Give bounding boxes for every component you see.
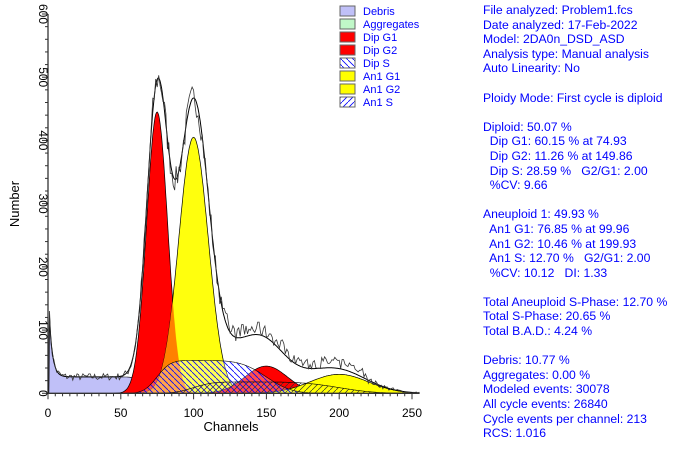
an1-g1-area <box>48 136 420 394</box>
analysis-summary: File analyzed: Problem1.fcs Date analyzed… <box>483 3 667 441</box>
summary-line: Analysis type: Manual analysis <box>483 46 649 61</box>
legend-swatch <box>339 83 356 95</box>
legend-label: Debris <box>363 6 395 18</box>
legend-label: Aggregates <box>363 19 420 31</box>
summary-line: An1 G2: 10.46 % at 199.93 <box>483 236 637 251</box>
y-tick-label: 300 <box>36 194 50 214</box>
legend-label: An1 S <box>363 97 393 109</box>
summary-line: Modeled events: 30078 <box>483 382 610 397</box>
summary-line: Aggregates: 0.00 % <box>483 367 591 382</box>
legend-swatch <box>339 31 356 43</box>
y-tick-label: 400 <box>36 130 50 150</box>
summary-line: Debris: 10.77 % <box>483 353 570 368</box>
y-tick-label: 0 <box>36 390 50 397</box>
summary-line: Total S-Phase: 20.65 % <box>483 309 611 324</box>
x-tick-label: 150 <box>256 406 276 420</box>
y-tick-label: 600 <box>36 4 50 24</box>
summary-line: %CV: 10.12 DI: 1.33 <box>483 265 608 280</box>
summary-line <box>483 280 667 295</box>
x-tick-label: 50 <box>114 406 128 420</box>
summary-line: %CV: 9.66 <box>483 178 548 193</box>
summary-line <box>483 105 667 120</box>
axes: 0 100 200 300 400 500 600 0 50 100 150 200 250 Channe… <box>7 4 422 434</box>
legend-label: An1 G1 <box>363 71 400 83</box>
x-tick-label: 200 <box>329 406 349 420</box>
summary-line <box>483 193 667 208</box>
legend-swatch <box>339 70 356 82</box>
legend-label: Dip G2 <box>363 45 397 57</box>
summary-line <box>483 339 667 354</box>
summary-line: Diploid: 50.07 % <box>483 119 572 134</box>
y-tick-label: 200 <box>36 257 50 277</box>
legend-swatch <box>339 44 356 56</box>
x-axis-label: Channels <box>204 419 259 434</box>
y-tick-label: 500 <box>36 67 50 87</box>
summary-line: Total Aneuploid S-Phase: 12.70 % <box>483 294 668 309</box>
summary-line: Auto Linearity: No <box>483 61 580 76</box>
legend-swatch <box>339 18 356 30</box>
summary-line: Dip G2: 11.26 % at 149.86 <box>483 148 633 163</box>
x-tick-label: 100 <box>184 406 204 420</box>
x-tick-label: 0 <box>45 406 52 420</box>
summary-line: An1 G1: 76.85 % at 99.96 <box>483 221 630 236</box>
summary-line: All cycle events: 26840 <box>483 397 608 412</box>
dip-g1-area <box>48 111 420 394</box>
model-components <box>47 75 420 394</box>
summary-line: Model: 2DA0n_DSD_ASD <box>483 32 625 47</box>
histogram-line <box>47 75 420 394</box>
summary-line: RCS: 1.016 <box>483 426 547 441</box>
summary-line: Cycle events per channel: 213 <box>483 411 647 426</box>
y-tick-label: 100 <box>36 320 50 340</box>
legend-swatch <box>339 57 356 69</box>
legend-label: Dip G1 <box>363 32 397 44</box>
legend-swatch <box>339 96 356 108</box>
y-axis-label: Number <box>7 180 22 227</box>
x-tick-label: 250 <box>402 406 422 420</box>
legend-label: Dip S <box>363 58 390 70</box>
summary-line <box>483 76 667 91</box>
summary-line: Date analyzed: 17-Feb-2022 <box>483 17 638 32</box>
summary-line: An1 S: 12.70 % G2/G1: 2.00 <box>483 251 651 266</box>
legend-swatch <box>339 5 356 17</box>
summary-line: Dip S: 28.59 % G2/G1: 2.00 <box>483 163 648 178</box>
summary-line: Total B.A.D.: 4.24 % <box>483 324 593 339</box>
summary-line: File analyzed: Problem1.fcs <box>483 3 633 17</box>
summary-line: Ploidy Mode: First cycle is diploid <box>483 90 663 105</box>
summary-line: Dip G1: 60.15 % at 74.93 <box>483 134 627 149</box>
summary-line: Aneuploid 1: 49.93 % <box>483 207 599 222</box>
legend-label: An1 G2 <box>363 84 400 96</box>
model-fit-line <box>48 77 420 394</box>
